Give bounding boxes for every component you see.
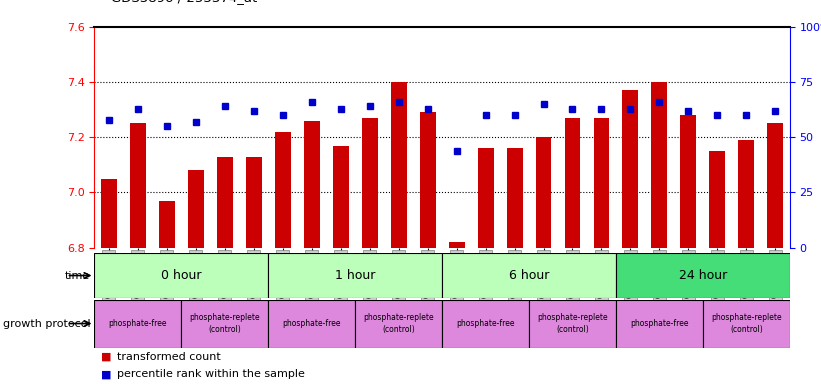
Text: 1 hour: 1 hour bbox=[335, 269, 375, 282]
Bar bbox=[333, 146, 349, 248]
Bar bbox=[130, 124, 146, 248]
Text: 24 hour: 24 hour bbox=[679, 269, 727, 282]
Text: transformed count: transformed count bbox=[117, 352, 221, 362]
Bar bbox=[304, 121, 319, 248]
Bar bbox=[268, 253, 443, 298]
Text: time: time bbox=[65, 270, 90, 281]
Bar bbox=[478, 148, 493, 248]
Text: 6 hour: 6 hour bbox=[509, 269, 549, 282]
Bar bbox=[188, 170, 204, 248]
Bar bbox=[768, 124, 783, 248]
Bar bbox=[507, 148, 522, 248]
Bar bbox=[622, 90, 639, 248]
Bar bbox=[616, 253, 790, 298]
Bar bbox=[443, 300, 529, 348]
Bar bbox=[565, 118, 580, 248]
Bar bbox=[245, 157, 262, 248]
Bar bbox=[594, 118, 609, 248]
Bar bbox=[181, 300, 268, 348]
Bar bbox=[420, 113, 436, 248]
Bar bbox=[529, 300, 616, 348]
Bar bbox=[448, 242, 465, 248]
Text: phosphate-replete
(control): phosphate-replete (control) bbox=[364, 313, 434, 334]
Bar bbox=[275, 132, 291, 248]
Text: phosphate-replete
(control): phosphate-replete (control) bbox=[537, 313, 608, 334]
Bar bbox=[94, 300, 181, 348]
Text: ■: ■ bbox=[101, 352, 112, 362]
Bar bbox=[709, 151, 725, 248]
Bar bbox=[681, 115, 696, 248]
Text: 0 hour: 0 hour bbox=[161, 269, 202, 282]
Text: phosphate-free: phosphate-free bbox=[282, 319, 341, 328]
Text: ■: ■ bbox=[101, 369, 112, 379]
Bar bbox=[362, 118, 378, 248]
Bar bbox=[443, 253, 616, 298]
Bar bbox=[101, 179, 117, 248]
Bar bbox=[703, 300, 790, 348]
Text: phosphate-free: phosphate-free bbox=[108, 319, 167, 328]
Bar bbox=[355, 300, 443, 348]
Text: growth protocol: growth protocol bbox=[2, 318, 90, 329]
Text: GDS3896 / 253374_at: GDS3896 / 253374_at bbox=[111, 0, 257, 4]
Bar bbox=[391, 82, 406, 248]
Bar bbox=[159, 201, 175, 248]
Text: percentile rank within the sample: percentile rank within the sample bbox=[117, 369, 305, 379]
Text: phosphate-free: phosphate-free bbox=[631, 319, 689, 328]
Bar bbox=[268, 300, 355, 348]
Bar bbox=[616, 300, 703, 348]
Bar bbox=[535, 137, 552, 248]
Text: phosphate-replete
(control): phosphate-replete (control) bbox=[711, 313, 782, 334]
Bar bbox=[217, 157, 233, 248]
Bar bbox=[738, 140, 754, 248]
Bar bbox=[651, 82, 667, 248]
Text: phosphate-free: phosphate-free bbox=[456, 319, 515, 328]
Bar bbox=[94, 253, 268, 298]
Text: phosphate-replete
(control): phosphate-replete (control) bbox=[190, 313, 260, 334]
